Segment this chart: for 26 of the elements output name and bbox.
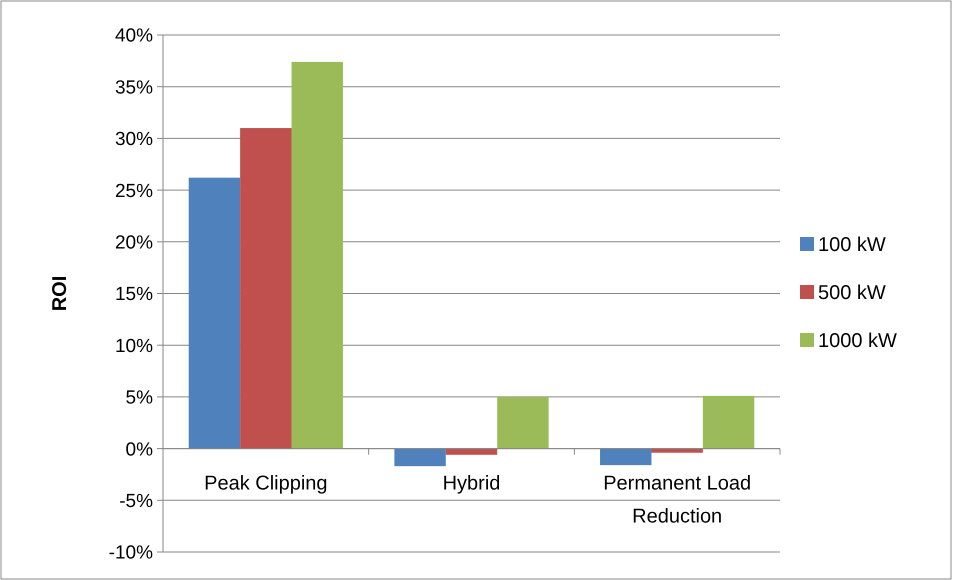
bar <box>600 448 652 466</box>
y-tick-label: 30% <box>114 129 154 150</box>
bar <box>292 62 343 449</box>
y-axis-title: ROI <box>49 276 71 312</box>
y-tick-label: -5% <box>119 490 154 512</box>
bar <box>446 448 498 455</box>
y-tick-label: 25% <box>114 180 154 202</box>
bar <box>394 448 446 466</box>
bar <box>702 396 754 449</box>
x-tick-label: Permanent Load Reduction <box>603 472 752 528</box>
y-tick-label: 0% <box>126 439 154 460</box>
y-tick-label: 35% <box>114 77 154 98</box>
legend-label: 500 kW <box>818 282 886 304</box>
bar <box>240 128 292 449</box>
legend-label: 1000 kW <box>818 330 898 352</box>
legend-label: 100 kW <box>818 234 886 256</box>
y-tick-label: -10% <box>108 542 154 564</box>
y-tick-label: 20% <box>114 232 154 254</box>
bar <box>497 396 549 449</box>
y-tick-label: 10% <box>114 336 154 357</box>
y-tick-label: 15% <box>114 284 154 306</box>
y-tick-label: 5% <box>126 388 154 409</box>
bar <box>188 178 240 449</box>
x-tick-label: Peak Clipping <box>204 472 328 495</box>
x-tick-label: Hybrid <box>442 472 500 495</box>
y-tick-label: 40% <box>114 26 154 47</box>
